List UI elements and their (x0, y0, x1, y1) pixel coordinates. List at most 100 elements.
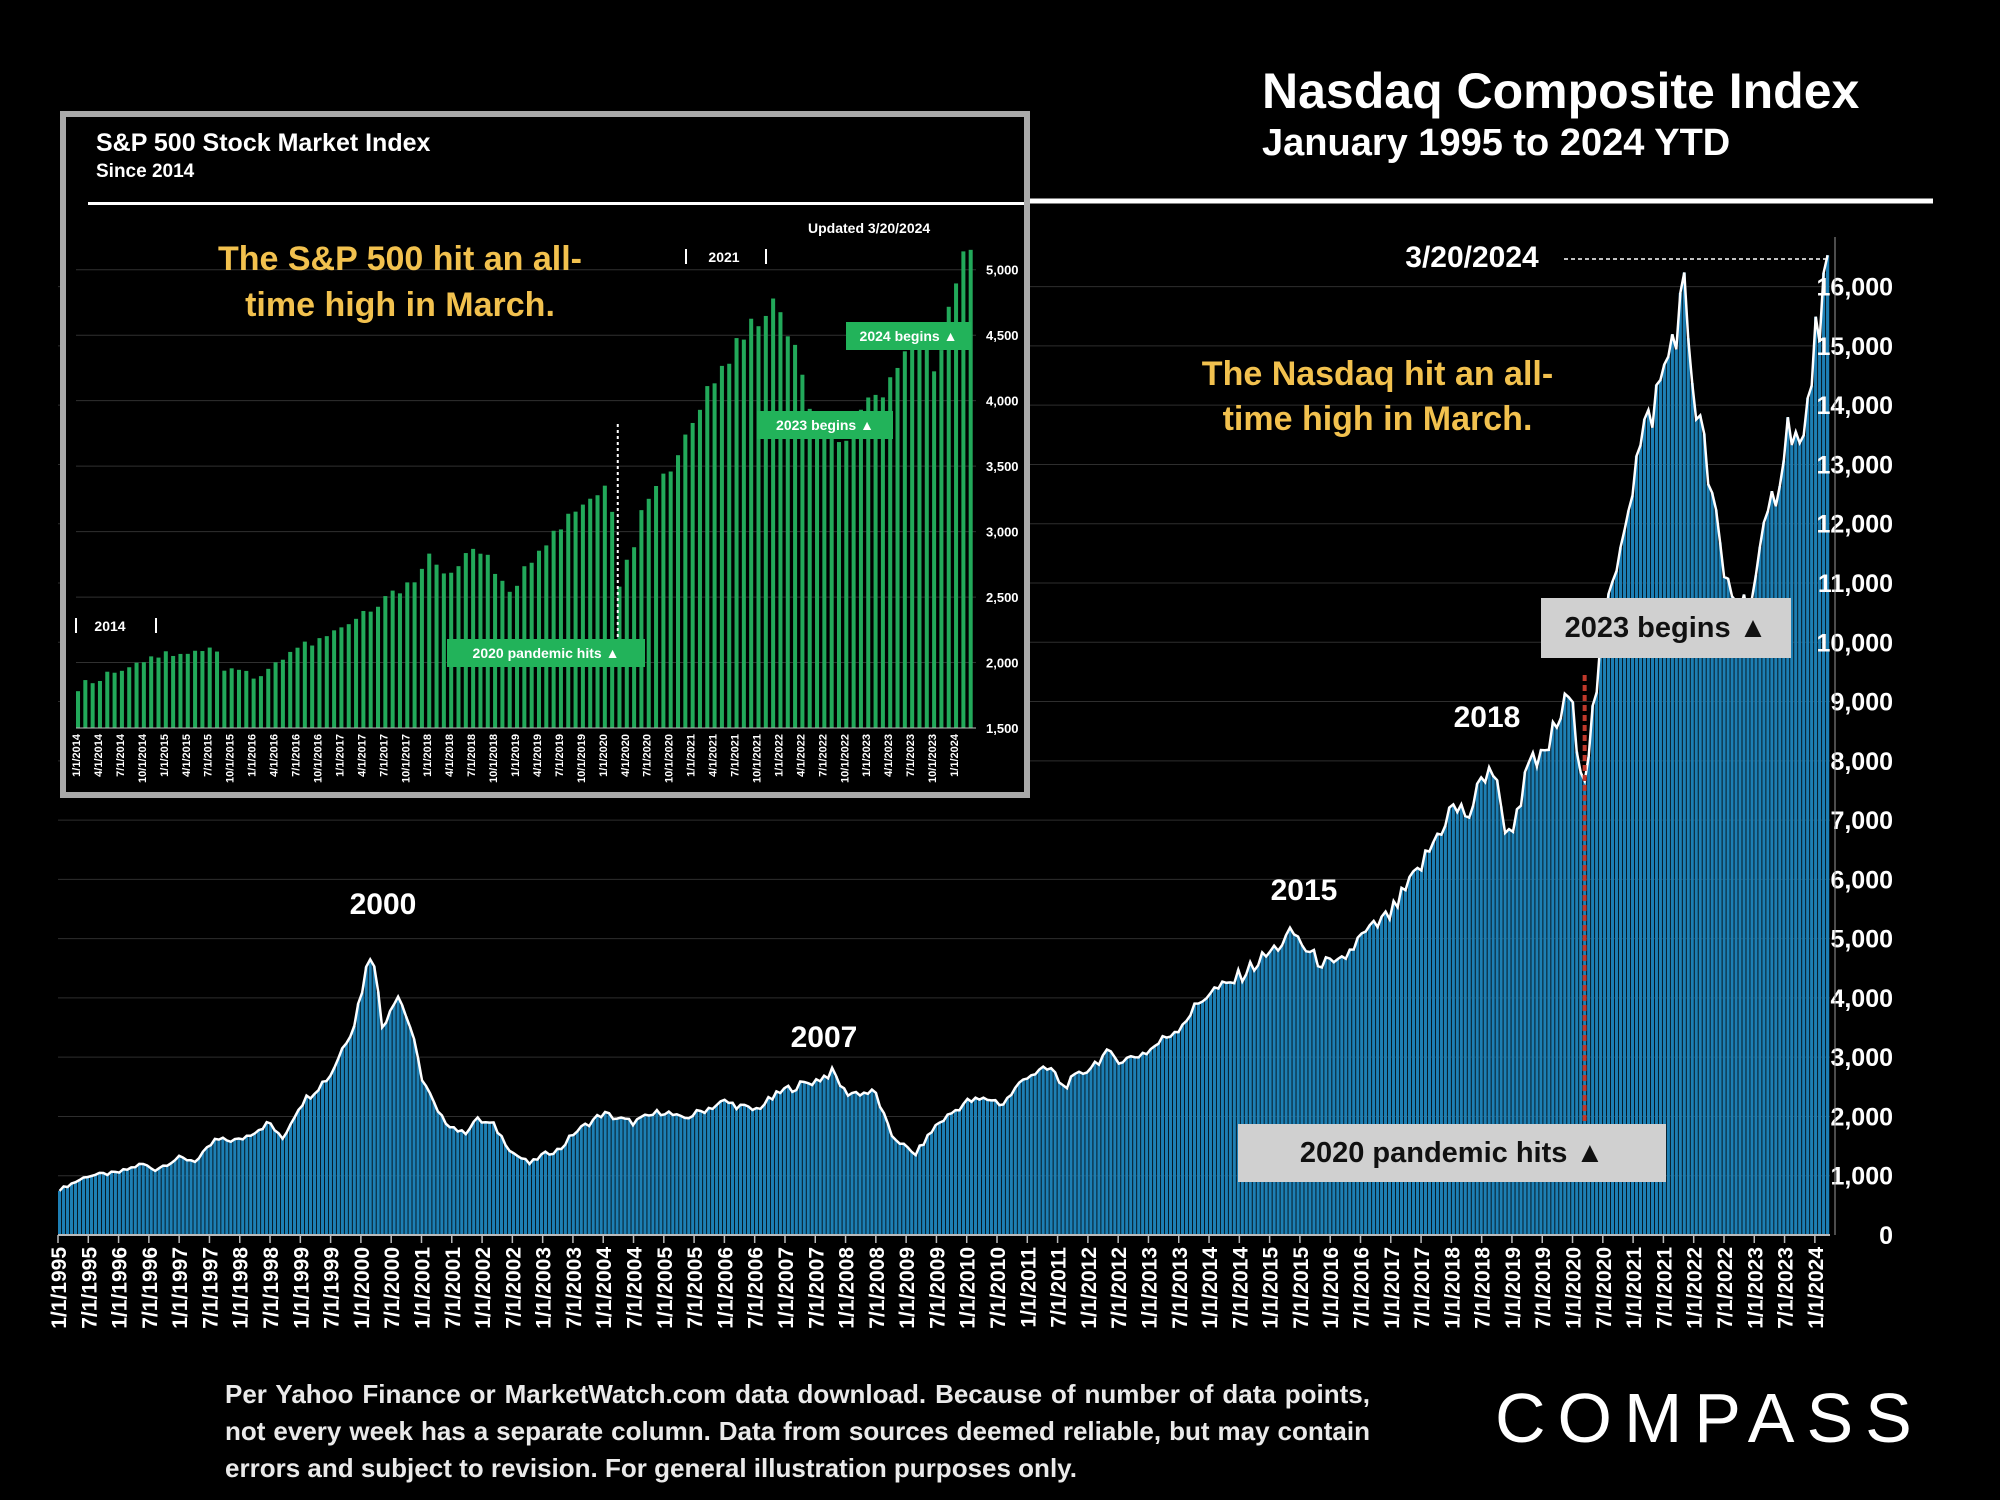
nasdaq-bar (1654, 385, 1658, 1235)
nasdaq-bar (1009, 1094, 1013, 1235)
nasdaq-bar (1726, 578, 1730, 1235)
nasdaq-bar (233, 1139, 237, 1235)
x-tick-label: 7/1/2013 (1169, 1247, 1192, 1329)
sp500-bar (778, 312, 783, 728)
nasdaq-bar (754, 1108, 759, 1235)
x-tick-label: 7/1/2001 (442, 1247, 465, 1329)
sp500-bar (427, 553, 432, 728)
nasdaq-bar (866, 1093, 870, 1235)
nasdaq-bar (1013, 1087, 1017, 1235)
inset-y-tick-label: 4,000 (986, 394, 1019, 409)
nasdaq-bar (1599, 639, 1603, 1235)
nasdaq-bar (818, 1081, 822, 1235)
inset-x-tick-label: 7/1/2016 (291, 734, 303, 777)
nasdaq-bar (213, 1138, 217, 1235)
sp500-bar (273, 662, 278, 728)
nasdaq-bar (352, 1025, 356, 1235)
sp500-inset: 1,500 2,000 2,500 3,000 3,500 4,000 4,500 5,000… (60, 111, 1030, 798)
nasdaq-bar (579, 1126, 583, 1235)
nasdaq-bar (1770, 491, 1774, 1235)
nasdaq-bar (1153, 1046, 1157, 1235)
nasdaq-bar (1141, 1052, 1145, 1235)
nasdaq-bar (432, 1102, 436, 1235)
nasdaq-bar (1344, 958, 1348, 1235)
nasdaq-bar (1260, 952, 1264, 1235)
nasdaq-bar (1411, 871, 1416, 1235)
nasdaq-bar (1093, 1061, 1097, 1235)
nasdaq-bar (1499, 806, 1503, 1235)
sp500-bar (573, 511, 578, 728)
nasdaq-bar (1543, 750, 1547, 1235)
sp500-bar (712, 383, 717, 728)
inset-x-tick-label: 7/1/2021 (730, 734, 742, 777)
nasdaq-bar (1021, 1079, 1025, 1235)
nasdaq-bar (209, 1145, 213, 1235)
x-tick-label: 1/1/2001 (412, 1247, 435, 1329)
nasdaq-bar (1614, 570, 1619, 1235)
sp500-bar (932, 371, 937, 728)
nasdaq-bar (109, 1171, 113, 1235)
nasdaq-bar (1312, 949, 1316, 1235)
sp500-bar (544, 545, 549, 728)
nasdaq-bar (790, 1091, 794, 1235)
nasdaq-bar (388, 1010, 392, 1235)
inset-x-tick-label: 10/1/2017 (400, 734, 412, 783)
sp500-bar (822, 431, 827, 728)
x-tick-label: 7/1/2017 (1411, 1247, 1434, 1329)
nasdaq-bar (496, 1132, 500, 1235)
sp500-bar (873, 394, 878, 728)
nasdaq-bar (1216, 988, 1220, 1235)
nasdaq-bar (113, 1171, 117, 1235)
nasdaq-bar (488, 1122, 492, 1235)
nasdaq-bar (1029, 1075, 1033, 1235)
inset-x-tick-label: 10/1/2019 (576, 734, 588, 783)
nasdaq-bar (480, 1122, 484, 1235)
inset-label-2014: 2014 (94, 618, 125, 634)
y-tick-label: 1,000 (1830, 1163, 1893, 1191)
nasdaq-bar (1316, 966, 1320, 1235)
x-tick-label: 1/1/2006 (714, 1247, 737, 1329)
nasdaq-bar (197, 1158, 201, 1235)
nasdaq-bar (1730, 596, 1734, 1235)
nasdaq-bar (1798, 442, 1802, 1236)
nasdaq-bar (408, 1026, 412, 1235)
x-tick-label: 1/1/2009 (896, 1247, 919, 1329)
compass-logo: COMPASS (1495, 1379, 1924, 1457)
inset-y-axis: 1,500 2,000 2,500 3,000 3,500 4,000 4,500 5,000 (986, 263, 1019, 736)
nasdaq-bar (344, 1043, 348, 1235)
nasdaq-bar (85, 1177, 90, 1235)
nasdaq-bar (336, 1058, 340, 1235)
nasdaq-bar (1818, 341, 1822, 1235)
chart-subtitle: January 1995 to 2024 YTD (1262, 122, 1731, 164)
nasdaq-bar (161, 1165, 165, 1235)
inset-x-tick-label: 7/1/2023 (905, 734, 917, 777)
nasdaq-bar (468, 1128, 472, 1235)
nasdaq-bar (456, 1131, 460, 1235)
nasdaq-bar (217, 1139, 221, 1235)
sp500-bar (917, 326, 922, 728)
nasdaq-bar (1077, 1071, 1081, 1235)
nasdaq-bar (1630, 495, 1635, 1235)
nasdaq-bar (77, 1179, 82, 1235)
nasdaq-bar (770, 1099, 774, 1235)
nasdaq-bar (117, 1172, 121, 1235)
nasdaq-bar (730, 1102, 735, 1235)
sp500-bar (676, 455, 681, 728)
nasdaq-bar (1774, 506, 1778, 1236)
nasdaq-bar (1814, 316, 1818, 1236)
nasdaq-bar (543, 1151, 547, 1235)
nasdaq-bar (424, 1085, 428, 1235)
nasdaq-bar (436, 1111, 440, 1235)
nasdaq-bar (277, 1133, 281, 1235)
nasdaq-bar (1292, 934, 1296, 1235)
nasdaq-bar (798, 1081, 802, 1235)
main-y-axis: 0 1,000 2,000 3,000 4,000 5,000 6,000 7,000 8,00… (1817, 237, 1893, 1250)
nasdaq-bar (679, 1115, 683, 1235)
nasdaq-bar (539, 1154, 544, 1235)
sp500-bar (163, 651, 168, 728)
inset-x-tick-label: 1/1/2022 (773, 734, 785, 777)
nasdaq-bar (1033, 1074, 1037, 1235)
nasdaq-bar (691, 1115, 695, 1235)
nasdaq-bar (1547, 749, 1551, 1235)
nasdaq-bar (1682, 272, 1686, 1235)
